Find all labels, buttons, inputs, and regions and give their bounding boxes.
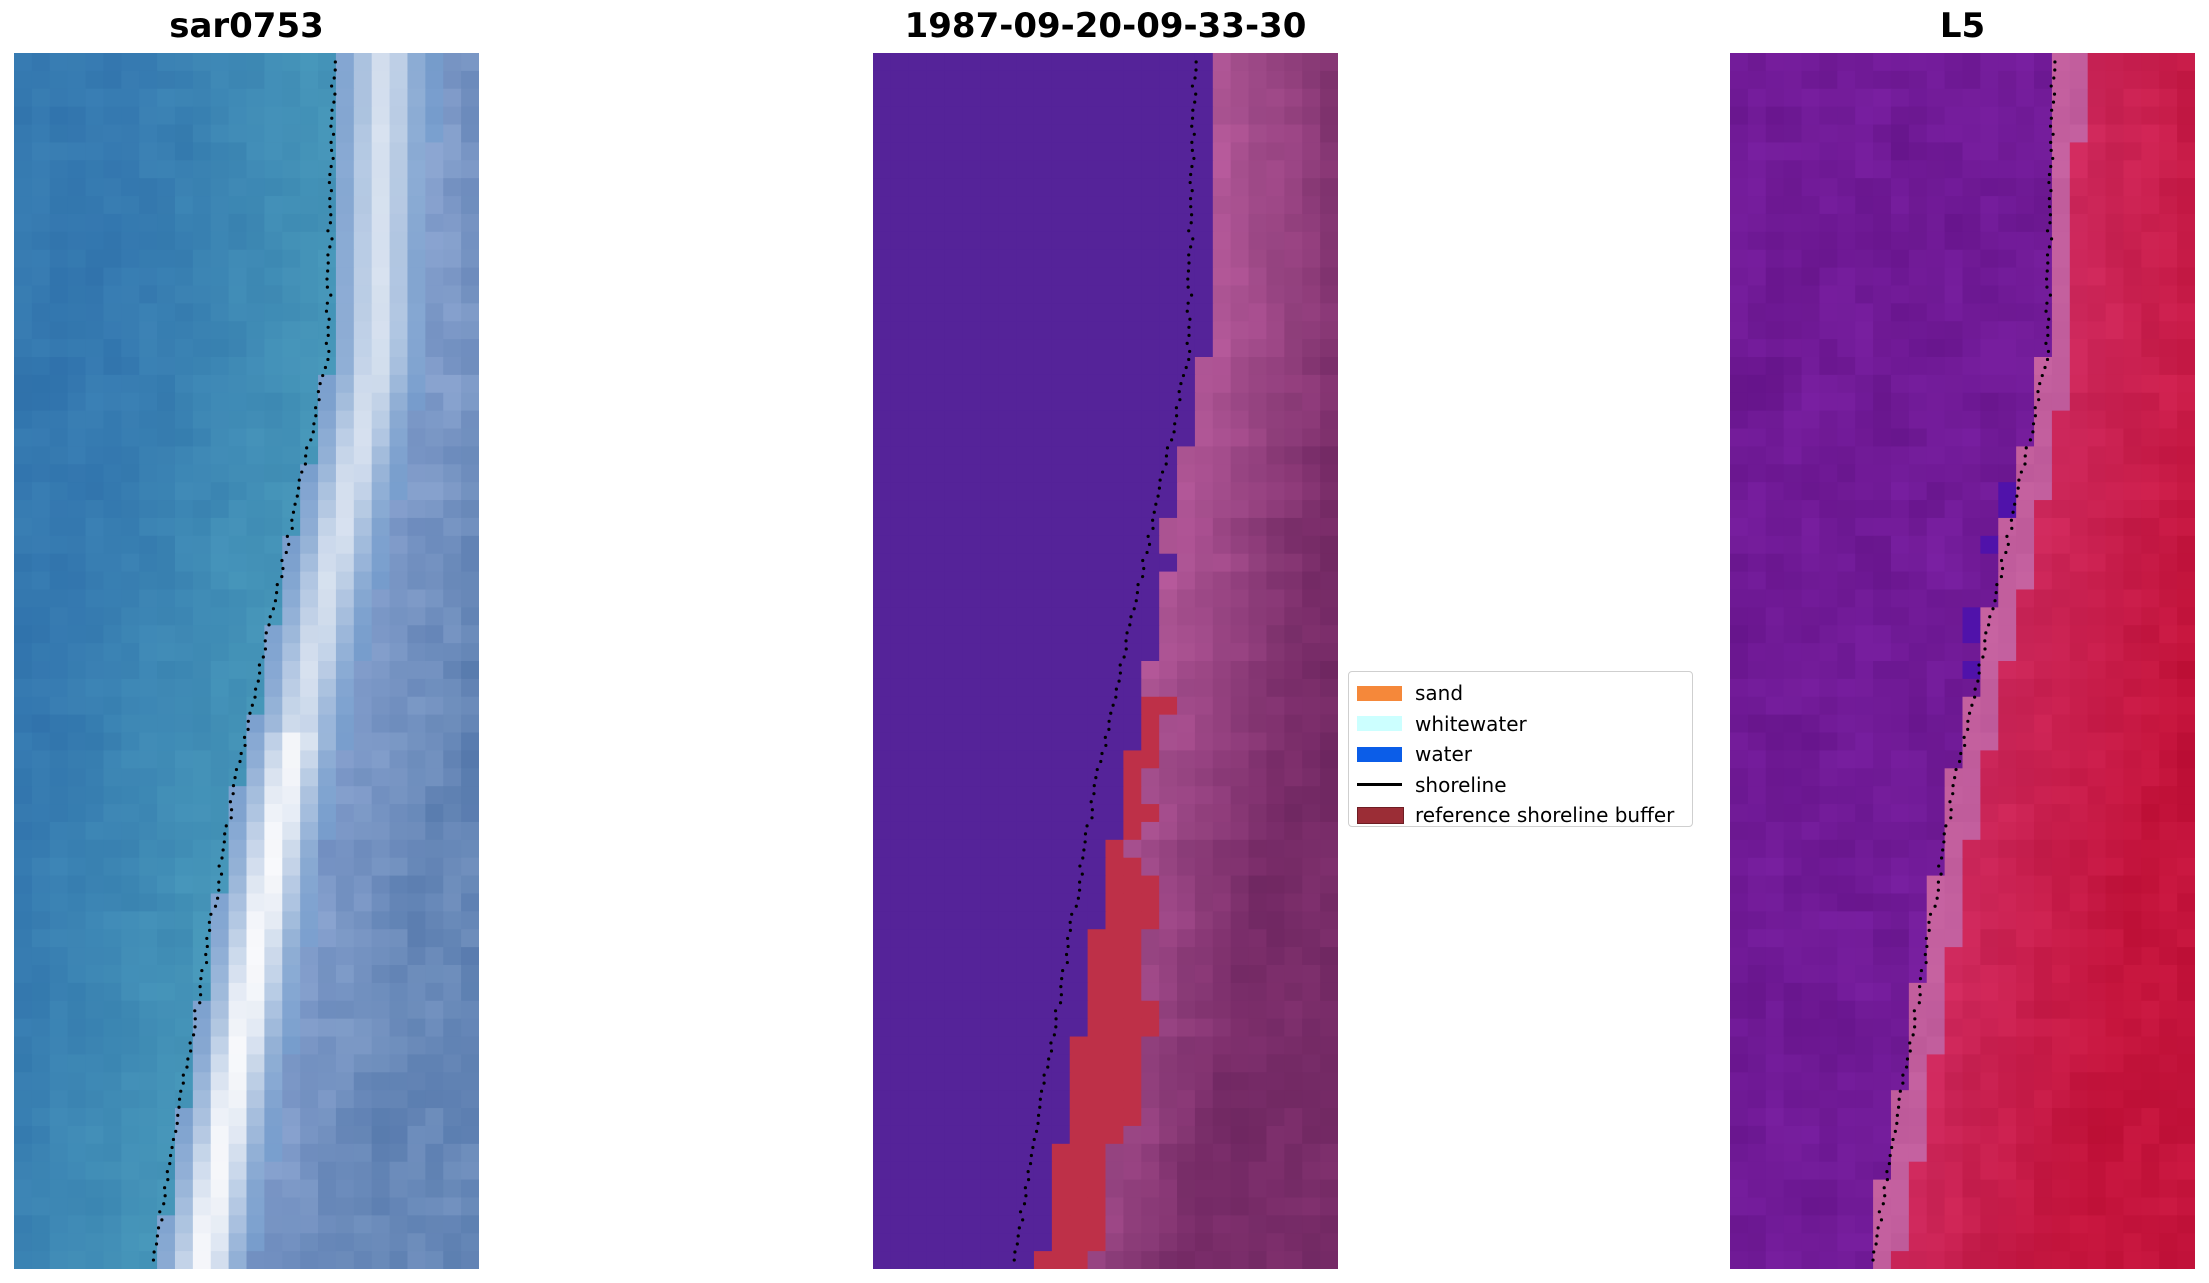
shoreline-dotted-line (1012, 60, 1198, 1262)
legend-item-shoreline: shoreline (1349, 770, 1692, 801)
legend-item-water: water (1349, 739, 1692, 770)
rgb-satellite-image (14, 53, 479, 1269)
rgb-image-panel (14, 53, 479, 1269)
legend-label-buffer: reference shoreline buffer (1415, 803, 1675, 828)
legend-swatch-sand (1357, 685, 1402, 701)
legend-label-sand: sand (1415, 681, 1464, 706)
legend-swatch-whitewater (1357, 716, 1402, 732)
legend-item-reference-shoreline-buffer: reference shoreline buffer (1349, 800, 1692, 831)
legend-swatch-water (1357, 746, 1402, 762)
legend-label-water: water (1415, 742, 1472, 767)
legend-line-shoreline (1357, 783, 1402, 787)
shoreline-dotted-line (151, 60, 337, 1262)
mndwi-image (1730, 53, 2195, 1269)
panel-title-mndwi: L5 (1939, 6, 1986, 46)
legend-swatch-buffer (1357, 806, 1404, 824)
classified-image (873, 53, 1338, 1269)
panel-title-classified: 1987-09-20-09-33-30 (904, 6, 1307, 46)
legend-item-sand: sand (1349, 678, 1692, 709)
mndwi-image-panel (1730, 53, 2195, 1269)
legend-label-shoreline: shoreline (1415, 772, 1507, 797)
panel-title-rgb: sar0753 (169, 6, 324, 46)
shoreline-dotted-line (1871, 60, 2057, 1262)
legend-item-whitewater: whitewater (1349, 709, 1692, 740)
classified-image-panel (873, 53, 1338, 1269)
legend-label-whitewater: whitewater (1415, 711, 1527, 736)
legend: sand whitewater water shoreline referenc… (1348, 671, 1693, 827)
